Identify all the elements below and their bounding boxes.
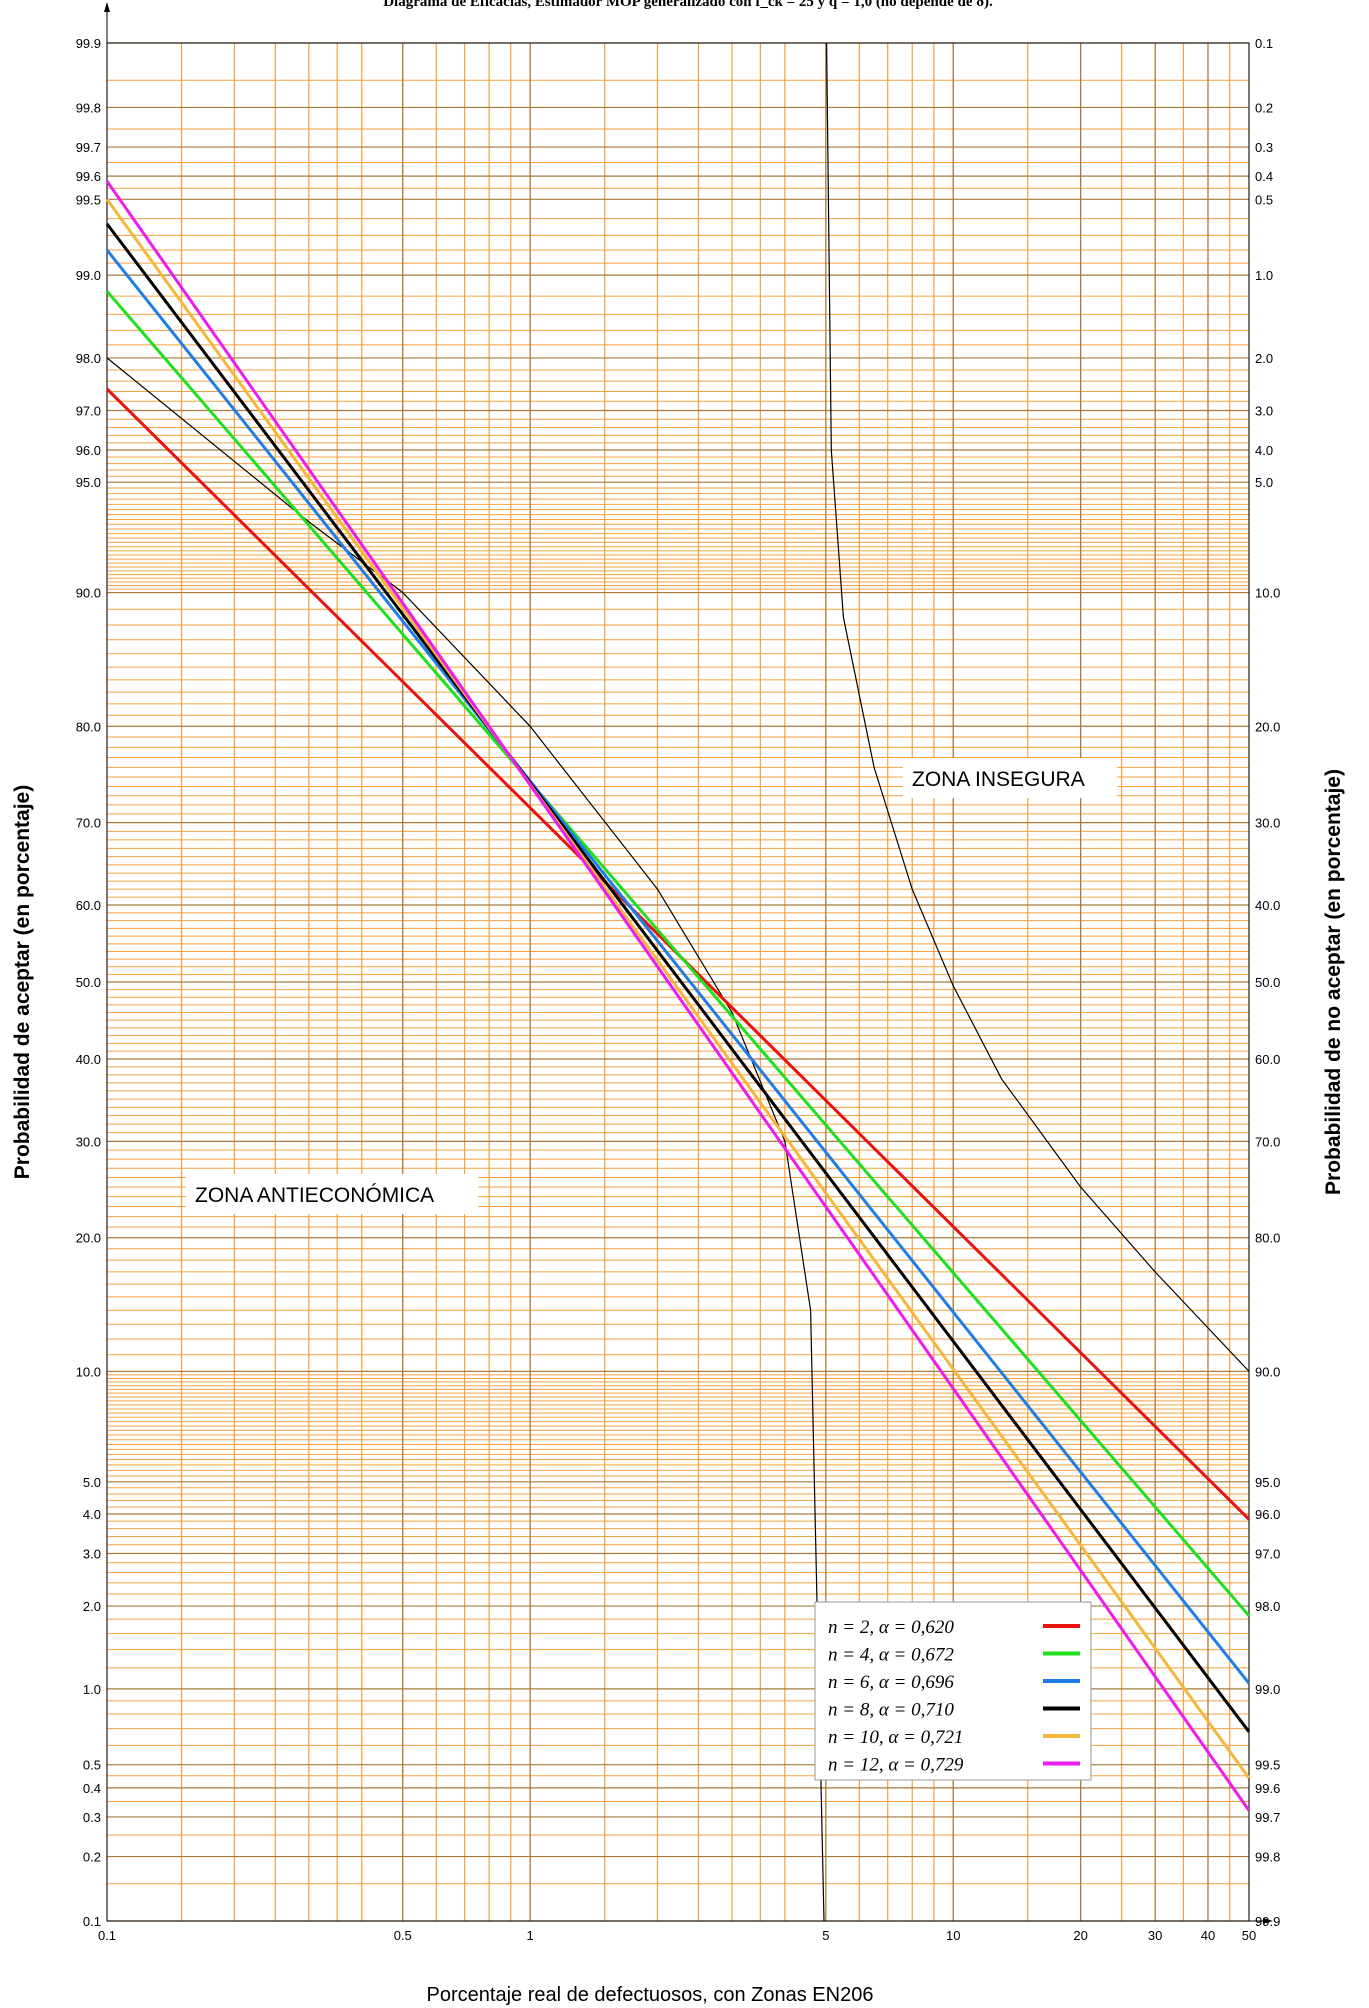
- y-left-tick-label: 99.0: [76, 268, 101, 283]
- x-axis-arrowhead: [1263, 1918, 1273, 1924]
- y-right-tick-label: 99.9: [1255, 1914, 1280, 1929]
- y-right-tick-label: 70.0: [1255, 1134, 1280, 1149]
- y-right-tick-label: 0.5: [1255, 192, 1273, 207]
- y-left-tick-label: 99.7: [76, 140, 101, 155]
- y-right-tick-label: 0.2: [1255, 100, 1273, 115]
- y-right-tick-label: 3.0: [1255, 404, 1273, 419]
- x-tick-label: 40: [1201, 1928, 1215, 1943]
- y-left-tick-label: 99.9: [76, 36, 101, 51]
- legend-label: n = 6, α = 0,696: [828, 1672, 954, 1693]
- y-right-tick-label: 40.0: [1255, 898, 1280, 913]
- y-axis-arrowhead: [104, 2, 110, 12]
- y-right-tick-label: 0.4: [1255, 169, 1273, 184]
- y-left-tick-label: 50.0: [76, 975, 101, 990]
- y-right-tick-label: 96.0: [1255, 1507, 1280, 1522]
- y-right-tick-label: 50.0: [1255, 975, 1280, 990]
- chart-title: Diagrama de Eficacias, Estimador MOP gen…: [383, 0, 993, 10]
- y-left-tick-label: 1.0: [83, 1682, 101, 1697]
- y-right-tick-label: 20.0: [1255, 719, 1280, 734]
- x-tick-label: 30: [1148, 1928, 1162, 1943]
- series-line: [105, 198, 1251, 1779]
- y-right-tick-label: 2.0: [1255, 351, 1273, 366]
- y-left-tick-label: 3.0: [83, 1546, 101, 1561]
- y-right-tick-label: 30.0: [1255, 816, 1280, 831]
- series-lines: [105, 180, 1251, 1812]
- y-right-tick-label: 99.5: [1255, 1758, 1280, 1773]
- legend: n = 2, α = 0,620 n = 4, α = 0,672 n = 6, α…: [814, 1601, 1092, 1781]
- y-right-tick-label: 95.0: [1255, 1475, 1280, 1490]
- y-right-tick-label: 99.8: [1255, 1850, 1280, 1865]
- x-tick-label: 0.5: [394, 1928, 412, 1943]
- zone-antieconomica-bg: [186, 1174, 478, 1214]
- y-left-tick-label: 80.0: [76, 719, 101, 734]
- y-left-tick-label: 0.5: [83, 1758, 101, 1773]
- y-left-tick-label: 0.4: [83, 1781, 101, 1796]
- y-right-tick-label: 60.0: [1255, 1052, 1280, 1067]
- x-tick-labels: 0.1 0.5 1 5 10 20 30 40 50: [98, 1928, 1256, 1943]
- y-left-tick-label: 40.0: [76, 1052, 101, 1067]
- legend-label: n = 10, α = 0,721: [828, 1727, 963, 1748]
- legend-box: [814, 1601, 1092, 1781]
- y-right-tick-label: 4.0: [1255, 443, 1273, 458]
- y-left-tick-label: 95.0: [76, 475, 101, 490]
- y-left-tick-label: 4.0: [83, 1507, 101, 1522]
- y-right-tick-label: 1.0: [1255, 268, 1273, 283]
- y-right-tick-label: 99.7: [1255, 1810, 1280, 1825]
- zone-antieconomica-label: ZONA ANTIECONÓMICA: [195, 1184, 434, 1207]
- y-right-tick-label: 5.0: [1255, 475, 1273, 490]
- legend-label: n = 4, α = 0,672: [828, 1645, 954, 1666]
- x-axis-label: Porcentaje real de defectuosos, con Zona…: [427, 1984, 874, 2006]
- boundary-curve: [826, 42, 1250, 1372]
- series-line: [105, 290, 1251, 1617]
- y-right-tick-labels: 99.9 99.8 99.7 99.6 99.5 99.0 98.0 97.0 96.0 95.0…: [1255, 36, 1280, 1929]
- y-left-tick-label: 90.0: [76, 586, 101, 601]
- boundary-curve: [106, 357, 825, 1922]
- y-left-tick-label: 10.0: [76, 1364, 101, 1379]
- y-right-tick-label: 97.0: [1255, 1546, 1280, 1561]
- y-left-tick-label: 97.0: [76, 404, 101, 419]
- zone-insegura-label: ZONA INSEGURA: [912, 768, 1085, 791]
- y-right-tick-label: 80.0: [1255, 1231, 1280, 1246]
- x-tick-label: 50: [1242, 1928, 1256, 1943]
- x-tick-label: 0.1: [98, 1928, 116, 1943]
- boundary-curves: [106, 42, 1250, 1922]
- y-left-tick-label: 2.0: [83, 1599, 101, 1614]
- y-left-tick-label: 30.0: [76, 1134, 101, 1149]
- y-left-tick-label: 99.8: [76, 100, 101, 115]
- y-right-tick-label: 0.1: [1255, 36, 1273, 51]
- y-left-tick-label: 70.0: [76, 816, 101, 831]
- y-right-tick-label: 99.6: [1255, 1781, 1280, 1796]
- y-left-tick-label: 96.0: [76, 443, 101, 458]
- legend-label: n = 8, α = 0,710: [828, 1700, 954, 1721]
- y-left-tick-labels: 0.1 0.2 0.3 0.4 0.5 1.0 2.0 3.0 4.0 5.0 10.0 20.0 30…: [76, 36, 101, 1929]
- series-line: [105, 180, 1251, 1812]
- y-right-tick-label: 0.3: [1255, 140, 1273, 155]
- y-left-tick-label: 0.2: [83, 1850, 101, 1865]
- y-left-tick-label: 98.0: [76, 351, 101, 366]
- y-right-tick-label: 99.0: [1255, 1682, 1280, 1697]
- y-left-tick-label: 0.1: [83, 1914, 101, 1929]
- y-right-tick-label: 90.0: [1255, 1364, 1280, 1379]
- x-tick-label: 20: [1073, 1928, 1087, 1943]
- legend-label: n = 2, α = 0,620: [828, 1617, 954, 1638]
- y-axis-label-left: Probabilidad de aceptar (en porcentaje): [11, 785, 34, 1179]
- zone-insegura-bg: [903, 758, 1117, 798]
- x-tick-label: 5: [822, 1928, 829, 1943]
- y-left-tick-label: 99.5: [76, 192, 101, 207]
- legend-label: n = 12, α = 0,729: [828, 1755, 964, 1776]
- y-right-tick-label: 98.0: [1255, 1599, 1280, 1614]
- x-tick-label: 1: [527, 1928, 534, 1943]
- y-left-tick-label: 20.0: [76, 1231, 101, 1246]
- y-axis-label-right: Probabilidad de no aceptar (en porcentaj…: [1322, 769, 1345, 1195]
- y-left-tick-label: 60.0: [76, 898, 101, 913]
- x-tick-label: 10: [946, 1928, 960, 1943]
- series-line: [105, 249, 1251, 1685]
- y-right-tick-label: 10.0: [1255, 586, 1280, 601]
- y-left-tick-label: 5.0: [83, 1475, 101, 1490]
- y-left-tick-label: 99.6: [76, 169, 101, 184]
- y-left-tick-label: 0.3: [83, 1810, 101, 1825]
- series-line: [105, 222, 1251, 1733]
